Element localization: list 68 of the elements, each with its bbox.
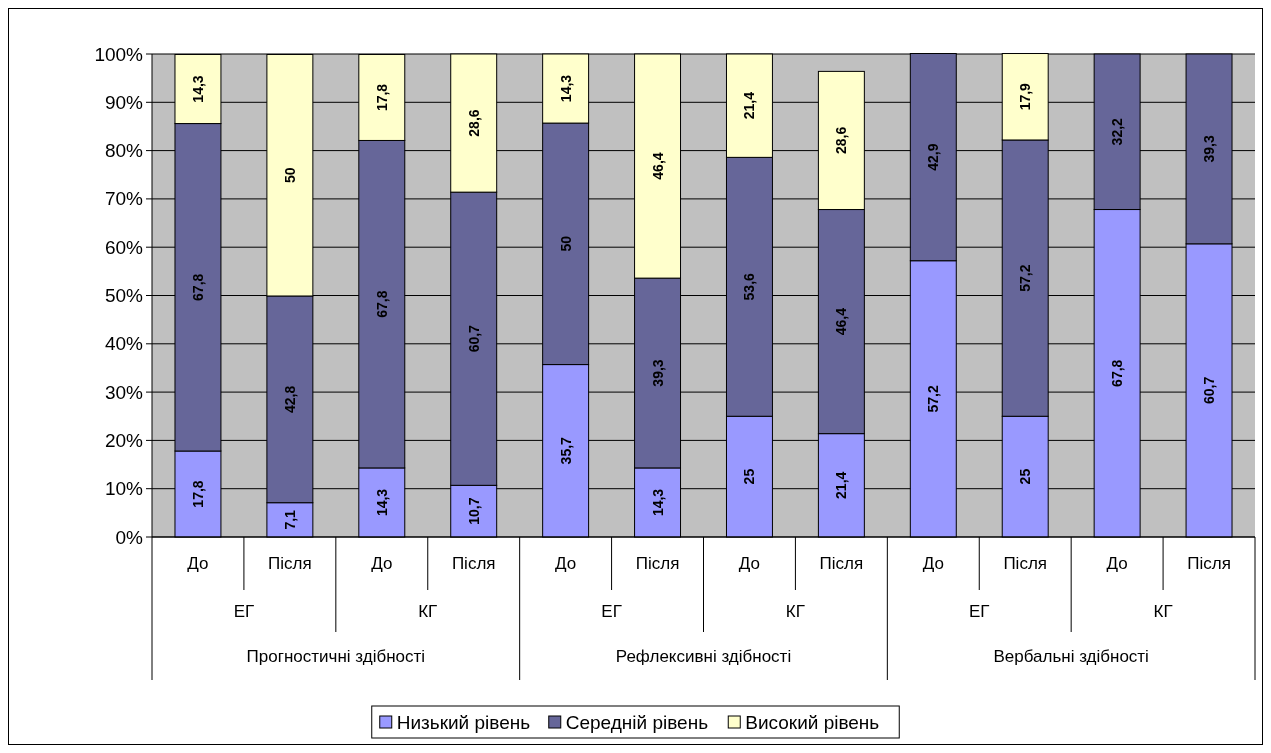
y-tick-label: 90% [104, 91, 144, 113]
data-label: 10,7 [465, 497, 482, 525]
text: КГ [1153, 601, 1173, 621]
data-label: 60,7 [1201, 376, 1218, 405]
x-tick-label: Після [635, 554, 680, 573]
data-label: 57,2 [1017, 264, 1034, 292]
text: Прогностичні здібності [246, 646, 426, 666]
data-label: 14,3 [373, 488, 390, 517]
x-tick-label: До [738, 554, 761, 573]
data-label: 42,9 [925, 143, 942, 171]
x-tick-label: До [1106, 554, 1128, 573]
data-label: 53,6 [741, 272, 758, 301]
data-label: 21,4 [833, 471, 850, 499]
x-tick-label: До [371, 554, 393, 573]
data-label: 14,3 [649, 488, 666, 517]
data-label: 67,8 [373, 290, 390, 318]
data-label: 39,3 [649, 359, 666, 387]
data-label: 17,8 [189, 480, 206, 508]
data-label: 60,7 [465, 324, 482, 353]
data-label: 21,4 [741, 91, 758, 120]
data-label: 7,1 [281, 509, 298, 530]
legend-label: Низький рівень [396, 711, 531, 733]
text: КГ [785, 601, 805, 621]
y-tick-label: 100% [94, 43, 144, 65]
data-label: 50 [557, 235, 574, 252]
x-tick-label: Після [268, 554, 312, 573]
data-label: 67,8 [1109, 359, 1126, 387]
text: Рефлексивні здібності [615, 646, 792, 666]
data-label: 57,2 [925, 385, 942, 413]
y-tick-label: 50% [104, 285, 144, 306]
x-tick-label: До [555, 554, 577, 573]
text: ЕГ [601, 601, 622, 621]
data-label: 28,6 [465, 109, 482, 137]
data-label: 39,3 [1201, 135, 1218, 163]
y-tick-label: 40% [104, 333, 144, 355]
x-tick-label: Після [819, 554, 864, 573]
y-tick-label: 60% [104, 236, 144, 258]
text: ЕГ [233, 601, 255, 621]
text: ЕГ [968, 601, 990, 621]
text: КГ [418, 601, 438, 621]
data-label: 35,7 [557, 436, 574, 465]
data-label: 25 [1017, 468, 1034, 485]
legend-label: Високий рівень [745, 711, 880, 733]
y-tick-label: 20% [104, 429, 144, 451]
legend-label: Середній рівень [565, 711, 709, 733]
data-label: 25 [741, 468, 758, 485]
data-label: 28,6 [833, 126, 850, 155]
y-tick-label: 80% [104, 140, 144, 162]
data-label: 32,2 [1109, 117, 1126, 146]
data-label: 14,3 [557, 74, 574, 103]
data-label: 17,8 [373, 83, 390, 112]
x-tick-label: До [922, 554, 944, 573]
data-label: 17,9 [1017, 82, 1034, 111]
y-tick-label: 70% [104, 188, 144, 210]
x-tick-label: Після [1187, 554, 1231, 573]
data-label: 46,4 [833, 307, 850, 336]
y-tick-label: 0% [115, 526, 144, 548]
data-label: 50 [281, 167, 298, 184]
x-tick-label: Після [1003, 554, 1048, 573]
data-label: 14,3 [189, 75, 206, 103]
y-tick-label: 30% [104, 381, 144, 403]
y-tick-label: 10% [104, 478, 144, 500]
x-tick-label: До [187, 554, 209, 573]
data-label: 42,8 [281, 385, 298, 413]
x-tick-label: Після [451, 554, 496, 573]
data-label: 46,4 [649, 152, 666, 180]
data-label: 67,8 [189, 273, 206, 301]
text: Вербальні здібності [993, 646, 1149, 666]
